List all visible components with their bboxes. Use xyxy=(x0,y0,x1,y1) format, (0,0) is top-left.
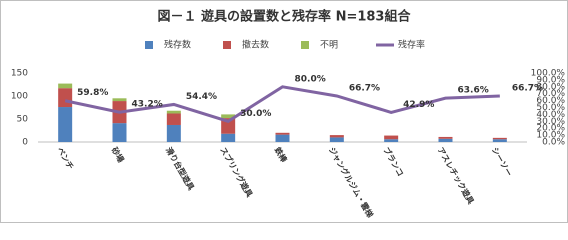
y2-tick-label: 20.0% xyxy=(536,124,565,134)
bar-segment xyxy=(329,137,344,142)
bar-segment xyxy=(58,83,73,89)
y-tick-label: 150 xyxy=(11,69,28,79)
bar-segment xyxy=(166,113,181,125)
legend-label: 残存率 xyxy=(398,39,425,51)
y2-tick-label: 90.0% xyxy=(536,75,565,85)
legend-swatch xyxy=(301,41,309,49)
data-label: 59.8% xyxy=(77,88,108,98)
y2-tick-label: 30.0% xyxy=(536,117,565,127)
rate-line xyxy=(64,85,500,123)
bar-segment xyxy=(492,137,507,140)
bar-segment xyxy=(221,133,236,142)
y-tick-label: 50 xyxy=(17,115,29,125)
data-label: 66.7% xyxy=(512,83,543,93)
y2-tick-label: 40.0% xyxy=(536,110,565,120)
y2-tick-label: 60.0% xyxy=(536,96,565,106)
y2-tick-label: 0.0% xyxy=(542,138,565,148)
data-label: 30.0% xyxy=(240,109,271,119)
bar-segment xyxy=(438,138,453,142)
data-label: 63.6% xyxy=(458,86,489,96)
bar-segment xyxy=(112,123,127,142)
y2-tick-label: 10.0% xyxy=(536,131,565,141)
bar-segment xyxy=(275,132,290,135)
y-tick-label: 100 xyxy=(11,92,28,102)
y2-tick-label: 70.0% xyxy=(536,89,565,99)
legend-swatch xyxy=(145,41,153,49)
bar-segment xyxy=(329,135,344,138)
chart-border xyxy=(0,0,568,223)
legend-label: 不明 xyxy=(320,40,338,51)
bar-segment xyxy=(221,118,236,134)
bar-segment xyxy=(221,114,236,119)
chart: 図－１ 遊具の設置数と残存率 N=183組合 0 50 100 150 0.0%10.0… xyxy=(0,0,568,223)
legend-swatch xyxy=(223,41,231,49)
y2-tick-label: 100.0% xyxy=(531,69,566,79)
bar-segment xyxy=(492,139,507,142)
bar-segment xyxy=(58,88,73,108)
legend-label: 撤去数 xyxy=(242,39,269,51)
bar-segment xyxy=(275,134,290,142)
data-label: 54.4% xyxy=(186,92,217,102)
bar-segment xyxy=(384,135,399,140)
bar-segment xyxy=(112,98,127,102)
data-label: 80.0% xyxy=(295,74,326,84)
data-label: 42.9% xyxy=(403,100,434,110)
legend-label: 残存数 xyxy=(164,39,191,51)
data-label: 66.7% xyxy=(349,83,380,93)
data-label: 43.2% xyxy=(132,100,163,110)
bar-segment xyxy=(438,136,453,139)
y2-tick-label: 80.0% xyxy=(536,82,565,92)
chart-title: 図－１ 遊具の設置数と残存率 N=183組合 xyxy=(158,9,412,25)
y2-tick-label: 50.0% xyxy=(536,103,565,113)
bar-segment xyxy=(166,110,181,114)
bar-segment xyxy=(166,124,181,142)
y-tick-label: 0 xyxy=(22,138,28,148)
bar-segment xyxy=(384,139,399,142)
bar-segment xyxy=(58,107,73,142)
